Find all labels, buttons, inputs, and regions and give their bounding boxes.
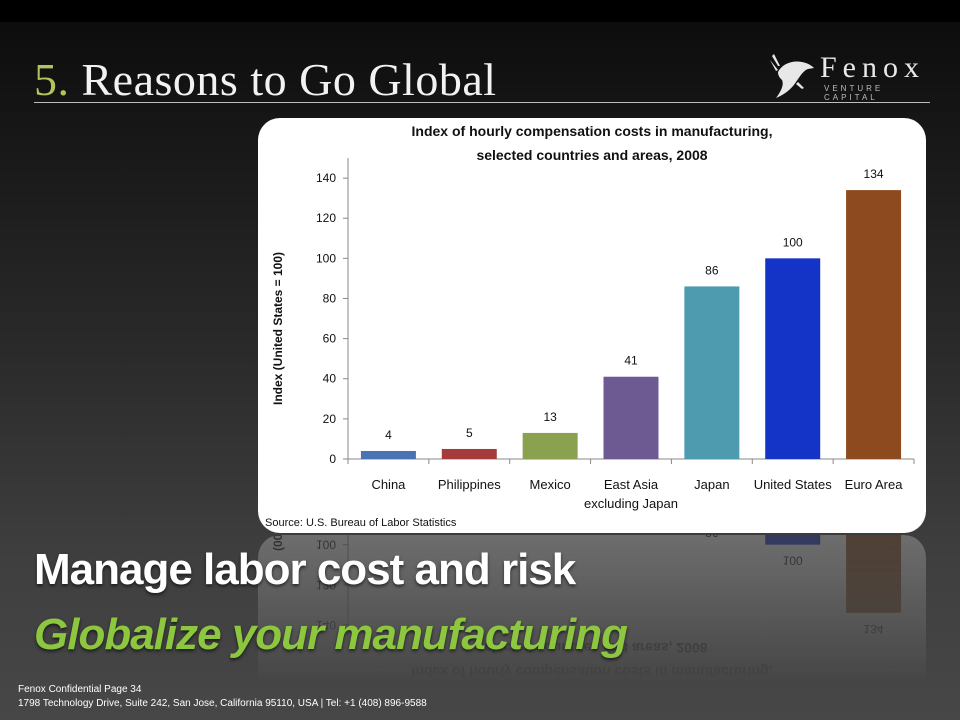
company-logo: Fenox VENTURE CAPITAL [768, 50, 932, 102]
y-tick-label: 100 [316, 251, 336, 265]
y-tick-label: 120 [316, 211, 336, 225]
y-tick-label: 140 [316, 618, 336, 632]
chart-source: Source: U.S. Bureau of Labor Statistics [265, 517, 457, 529]
y-tick-label: 120 [316, 578, 336, 592]
bar-value-label: 100 [783, 554, 803, 568]
slide-title: 5. Reasons to Go Global [34, 54, 497, 106]
x-tick-label: United States [754, 477, 833, 492]
bar-chart-mirror: Index of hourly compensation costs in ma… [271, 535, 902, 680]
chart-card: Index of hourly compensation costs in ma… [258, 118, 926, 533]
y-tick-label: 100 [316, 538, 336, 552]
chart-title-line1: Index of hourly compensation costs in ma… [412, 664, 773, 680]
bar-value-label: 41 [624, 354, 638, 368]
bar [846, 535, 902, 613]
x-tick-label: Philippines [438, 477, 501, 492]
y-axis-label: Index (United States = 100) [271, 535, 285, 551]
footer-confidential: Fenox Confidential Page 34 [18, 684, 142, 695]
y-tick-label: 40 [323, 372, 337, 386]
footer-address: 1798 Technology Drive, Suite 242, San Jo… [18, 698, 427, 709]
chart-title-line2: selected countries and areas, 2008 [476, 640, 707, 656]
bar-value-label: 5 [466, 426, 473, 440]
chart-reflection: Index of hourly compensation costs in ma… [258, 535, 926, 685]
y-tick-label: 60 [323, 332, 337, 346]
title-text: Reasons to Go Global [81, 54, 497, 105]
y-tick-label: 140 [316, 171, 336, 185]
x-tick-label: Japan [694, 477, 729, 492]
chart-title-line2: selected countries and areas, 2008 [476, 147, 707, 163]
chart-title-line1: Index of hourly compensation costs in ma… [412, 123, 773, 139]
x-tick-label: excluding Japan [584, 496, 678, 511]
bar [441, 448, 497, 459]
section-number: 5. [34, 54, 70, 105]
title-divider [34, 102, 930, 103]
bar-value-label: 13 [543, 410, 557, 424]
bird-logo-icon [770, 54, 814, 98]
bar-value-label: 134 [864, 167, 884, 181]
x-tick-label: Euro Area [845, 477, 904, 492]
chart-reflection-mirror: Index of hourly compensation costs in ma… [258, 535, 926, 685]
bar-value-label: 100 [783, 235, 803, 249]
logo-tagline: VENTURE CAPITAL [824, 84, 884, 102]
bar-value-label: 134 [864, 622, 884, 636]
y-tick-label: 20 [323, 412, 337, 426]
bar-chart: Index of hourly compensation costs in ma… [265, 123, 915, 529]
bar [522, 432, 578, 459]
bar [360, 450, 416, 459]
bar-value-label: 86 [705, 263, 719, 277]
y-axis-label: Index (United States = 100) [271, 252, 285, 405]
x-tick-label: East Asia [604, 477, 659, 492]
bar [684, 286, 740, 459]
y-tick-label: 0 [329, 452, 336, 466]
bar [603, 376, 659, 459]
x-tick-label: China [371, 477, 406, 492]
y-tick-label: 80 [323, 291, 337, 305]
subheadline: Globalize your manufacturing [34, 610, 628, 659]
bar [765, 535, 821, 545]
top-bar [0, 0, 960, 22]
bar-value-label: 86 [705, 535, 719, 540]
bar [846, 190, 902, 459]
headline: Manage labor cost and risk [34, 545, 576, 594]
bar-value-label: 4 [385, 428, 392, 442]
logo-name: Fenox [820, 51, 925, 84]
bar [765, 258, 821, 459]
x-tick-label: Mexico [530, 477, 571, 492]
